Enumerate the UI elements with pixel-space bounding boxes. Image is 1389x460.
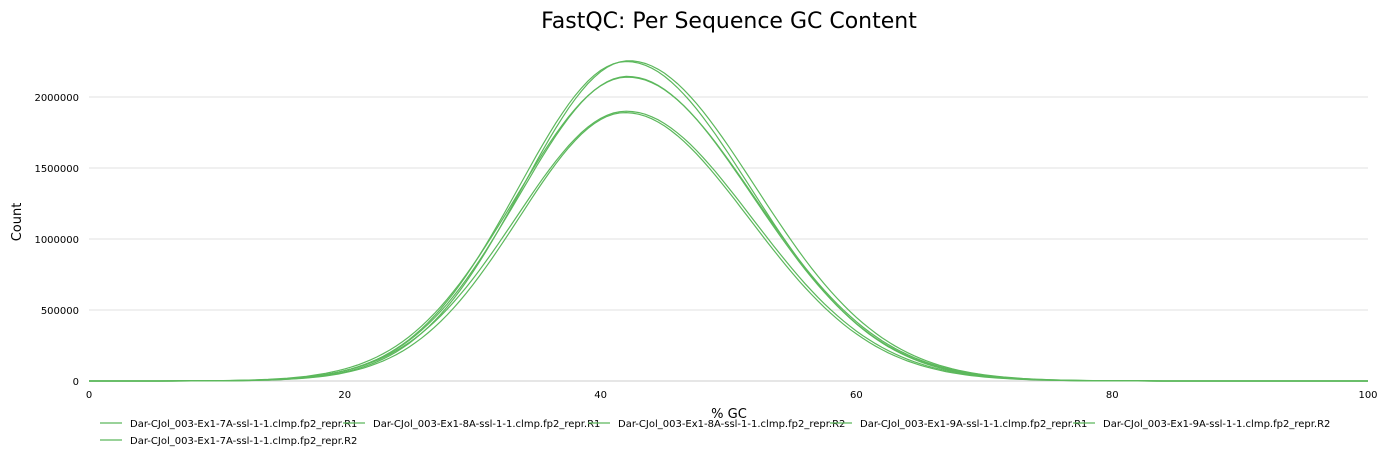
- y-axis-label: Count: [10, 203, 25, 242]
- legend: Dar-CJol_003-Ex1-7A-ssl-1-1.clmp.fp2_rep…: [100, 419, 1330, 447]
- legend-item: Dar-CJol_003-Ex1-9A-ssl-1-1.clmp.fp2_rep…: [1103, 419, 1330, 430]
- x-axis-ticks: 0 20 40 60 80 100: [86, 390, 1378, 401]
- y-tick-label: 500000: [41, 306, 79, 317]
- x-tick-label: 20: [338, 390, 351, 401]
- x-tick-label: 60: [850, 390, 863, 401]
- chart-title: FastQC: Per Sequence GC Content: [541, 9, 917, 34]
- x-tick-label: 40: [594, 390, 607, 401]
- series-line-2: [89, 75, 1368, 382]
- x-axis-label: % GC: [711, 407, 747, 422]
- y-tick-label: 2000000: [34, 93, 79, 104]
- series-lines: [89, 60, 1368, 382]
- legend-item: Dar-CJol_003-Ex1-7A-ssl-1-1.clmp.fp2_rep…: [130, 419, 357, 430]
- legend-item: Dar-CJol_003-Ex1-8A-ssl-1-1.clmp.fp2_rep…: [618, 419, 845, 430]
- legend-item: Dar-CJol_003-Ex1-9A-ssl-1-1.clmp.fp2_rep…: [860, 419, 1087, 430]
- x-tick-label: 80: [1106, 390, 1119, 401]
- series-line-6: [89, 76, 1368, 382]
- legend-item: Dar-CJol_003-Ex1-7A-ssl-1-1.clmp.fp2_rep…: [130, 436, 357, 447]
- x-tick-label: 100: [1358, 390, 1377, 401]
- x-tick-label: 0: [86, 390, 92, 401]
- legend-item: Dar-CJol_003-Ex1-8A-ssl-1-1.clmp.fp2_rep…: [373, 419, 600, 430]
- grid-lines: [89, 96, 1368, 311]
- y-tick-label: 0: [73, 377, 79, 388]
- y-tick-label: 1000000: [34, 235, 79, 246]
- series-line-1: [89, 60, 1368, 382]
- series-line-3: [89, 60, 1368, 382]
- series-line-5: [89, 110, 1368, 382]
- y-axis-ticks: 0 500000 1000000 1500000 2000000: [34, 93, 79, 388]
- y-tick-label: 1500000: [34, 164, 79, 175]
